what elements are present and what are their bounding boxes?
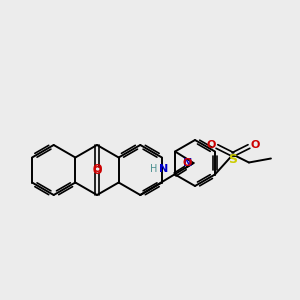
Text: N: N bbox=[159, 164, 169, 174]
Text: O: O bbox=[182, 158, 192, 168]
Text: O: O bbox=[92, 166, 102, 176]
Text: O: O bbox=[92, 164, 102, 174]
Text: O: O bbox=[250, 140, 260, 149]
Text: H: H bbox=[150, 164, 158, 174]
Text: N: N bbox=[183, 158, 192, 168]
Text: O: O bbox=[206, 140, 216, 149]
Text: S: S bbox=[228, 153, 237, 166]
